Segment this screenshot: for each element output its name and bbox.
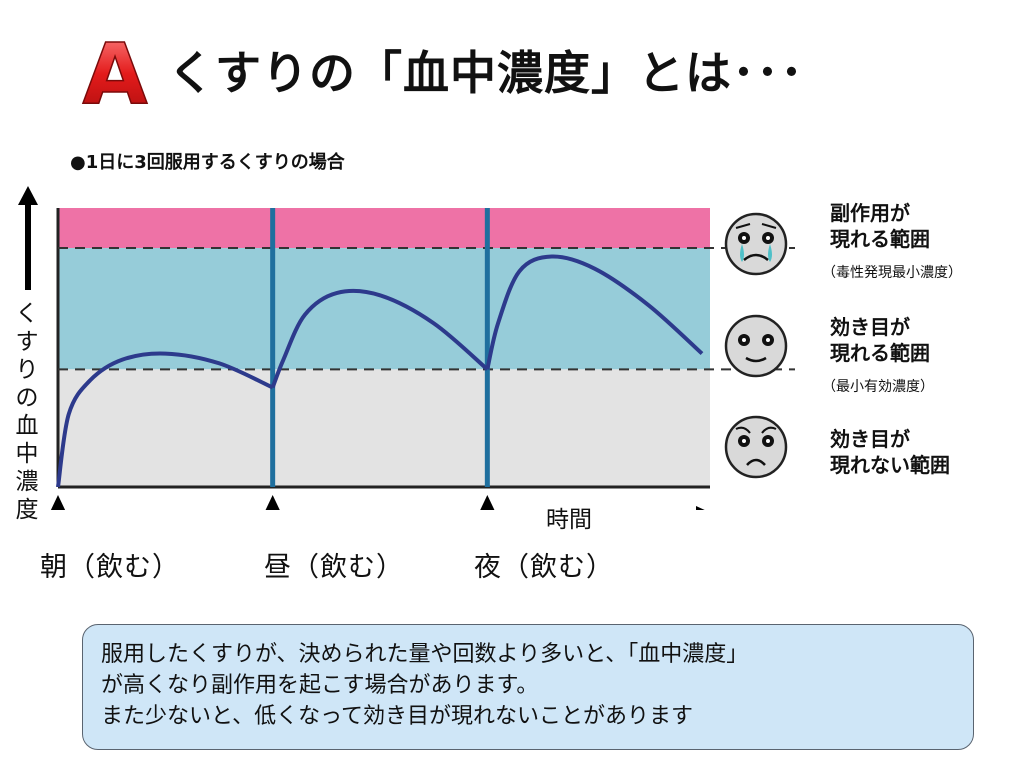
zone-effective: [58, 248, 710, 370]
zone-label-effective: 効き目が 現れる範囲: [830, 315, 930, 365]
y-axis-label-char: す: [15, 329, 39, 355]
note-line: 服用したくすりが、決められた量や回数より多いと、「血中濃度」: [101, 642, 749, 667]
zone-sub-effective: （最小有効濃度）: [822, 379, 934, 395]
blood-concentration-chart: [18, 186, 795, 510]
note-line: また少ないと、低くなって効き目が現れないことがあります: [101, 704, 694, 729]
page-title: くすりの「血中濃度」とは･･･: [168, 46, 804, 100]
answer-badge-icon: A: [82, 31, 149, 109]
zone-toxic: [58, 208, 710, 249]
y-axis-arrowhead: [18, 186, 38, 205]
note-line: が高くなり副作用を起こす場合があります。: [101, 673, 539, 698]
time-axis-label: 時間: [546, 507, 592, 533]
y-axis-label-char: く: [15, 301, 39, 327]
y-axis-label-char: 濃: [15, 469, 39, 495]
smiling-face-icon: [724, 314, 788, 378]
zone-label-ineffective: 効き目が 現れない範囲: [830, 427, 950, 477]
y-axis-label-char: 度: [15, 497, 39, 523]
badge-letter: A: [82, 31, 147, 109]
zone-sub-toxic: （毒性発現最小濃度）: [822, 265, 962, 281]
chart-subtitle: ●1日に3回服用するくすりの場合: [70, 152, 345, 173]
y-axis-label: くすりの血中濃度: [12, 300, 42, 524]
dose-label-night: 夜（飲む）: [474, 552, 614, 583]
y-axis-label-char: 血: [15, 413, 39, 439]
crying-face-icon: [724, 212, 788, 276]
time-arrowhead: [696, 506, 705, 510]
zone-ineffective: [58, 369, 710, 487]
dose-arrowhead: [480, 495, 495, 510]
y-axis-label-char: の: [15, 385, 39, 411]
concentration-line: [56, 254, 704, 488]
note-box: 服用したくすりが、決められた量や回数より多いと、「血中濃度」 が高くなり副作用を…: [82, 624, 974, 750]
dose-label-morning: 朝（飲む）: [40, 552, 180, 583]
dose-arrowhead: [50, 495, 66, 510]
dose-arrowhead: [265, 495, 280, 510]
y-axis-label-char: 中: [15, 441, 39, 467]
dose-label-noon: 昼（飲む）: [264, 552, 404, 583]
zone-label-toxic: 副作用が 現れる範囲: [830, 201, 930, 251]
y-axis-label-char: り: [15, 357, 39, 383]
frowning-face-icon: [724, 415, 788, 479]
title-row: A くすりの「血中濃度」とは･･･: [76, 30, 804, 110]
